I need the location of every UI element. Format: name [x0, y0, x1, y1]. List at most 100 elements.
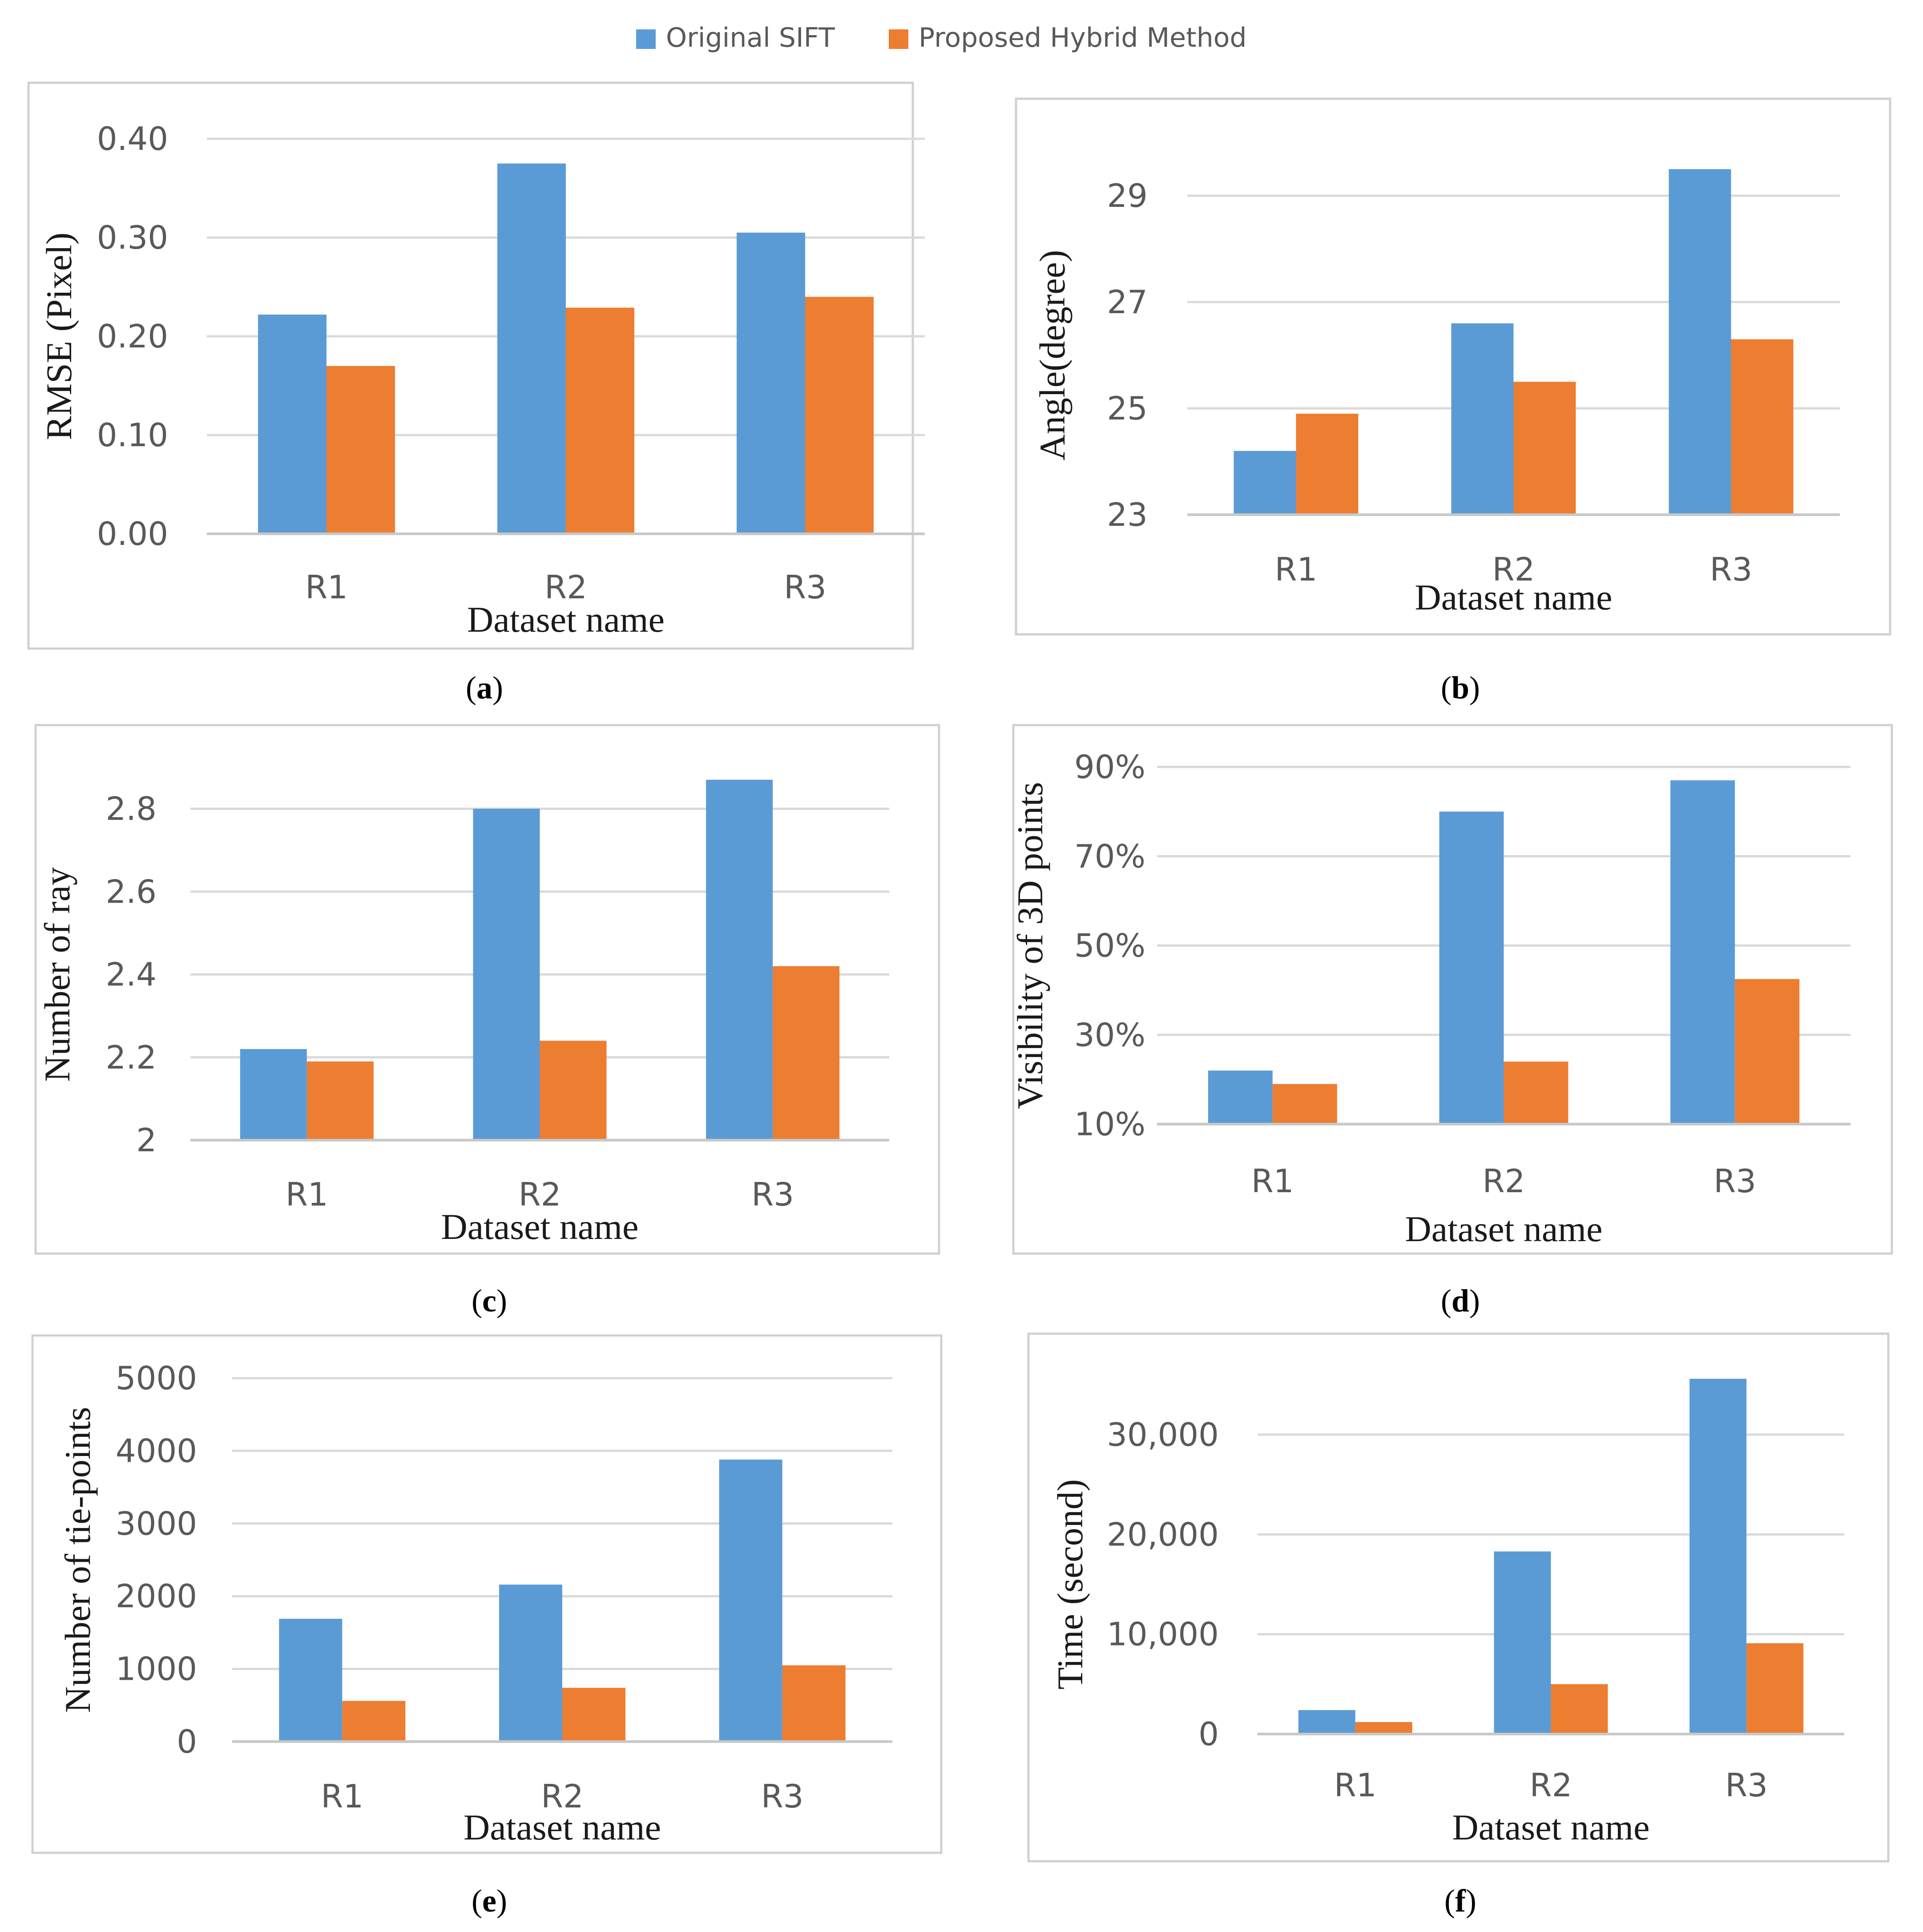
bar	[1670, 780, 1735, 1124]
legend-label: Original SIFT	[666, 22, 835, 53]
x-tick-label: R3	[761, 1778, 804, 1815]
panel-caption: (c)	[472, 1283, 507, 1319]
caption-letter: c	[482, 1283, 496, 1319]
bar	[1669, 169, 1731, 515]
bar	[1296, 413, 1359, 515]
x-tick-label: R2	[519, 1176, 561, 1213]
legend-swatch	[636, 29, 656, 49]
legend-label: Proposed Hybrid Method	[919, 22, 1247, 53]
y-tick-label: 90%	[1074, 748, 1145, 786]
y-tick-label: 0	[177, 1723, 197, 1760]
bar	[540, 1041, 607, 1140]
panel-caption: (b)	[1441, 670, 1480, 706]
x-axis-title: Dataset name	[1452, 1807, 1650, 1847]
x-axis-title: Dataset name	[467, 599, 665, 640]
chart-panel-b: 23 25 27 29 R1 R2 R3 Dataset name Angle(degree) (…	[1015, 97, 1891, 706]
y-tick-label: 50%	[1074, 927, 1145, 964]
y-axis-title: Visibility of 3D points	[1010, 782, 1050, 1109]
chart-panels: 0.00 0.10 0.20 0.30 0.40 R1 R2 R3 Dataset name RM…	[27, 81, 1893, 1919]
caption-letter: f	[1455, 1883, 1466, 1919]
x-tick-label: R3	[1710, 551, 1753, 588]
bar	[473, 809, 540, 1140]
y-tick-label: 30,000	[1107, 1416, 1219, 1453]
caption-letter: b	[1451, 670, 1469, 706]
y-tick-label: 0.20	[97, 318, 168, 355]
y-axis-title: Number of tie-points	[57, 1407, 98, 1713]
chart-panel-a: 0.00 0.10 0.20 0.30 0.40 R1 R2 R3 Dataset name RM…	[27, 81, 925, 706]
bar	[706, 779, 773, 1140]
y-tick-label: 2.8	[105, 790, 157, 827]
y-tick-label: 2	[136, 1121, 157, 1159]
bar	[1494, 1551, 1551, 1734]
y-tick-label: 5000	[116, 1359, 197, 1397]
bar	[1513, 382, 1576, 515]
y-axis-title: Number of ray	[37, 867, 77, 1082]
bar	[499, 1585, 562, 1742]
x-tick-label: R2	[1530, 1767, 1572, 1804]
y-tick-label: 20,000	[1107, 1516, 1219, 1553]
y-tick-label: 0.10	[97, 416, 168, 454]
y-tick-label: 23	[1107, 496, 1148, 533]
y-tick-label: 29	[1107, 177, 1148, 214]
bar	[1234, 451, 1296, 515]
bar	[497, 163, 566, 534]
y-tick-label: 0.40	[97, 120, 168, 157]
x-axis-title: Dataset name	[441, 1206, 639, 1247]
y-tick-label: 27	[1107, 283, 1148, 321]
x-tick-label: R1	[1275, 551, 1318, 588]
y-tick-label: 25	[1107, 390, 1148, 427]
y-tick-label: 4000	[116, 1432, 197, 1469]
bar	[737, 232, 805, 534]
y-axis-title: Time (second)	[1050, 1479, 1090, 1690]
y-tick-label: 0.00	[97, 515, 168, 553]
y-tick-label: 70%	[1074, 838, 1145, 875]
x-tick-label: R3	[1713, 1162, 1756, 1200]
y-tick-label: 10%	[1074, 1105, 1145, 1143]
y-tick-label: 1000	[116, 1650, 197, 1688]
bar	[1355, 1722, 1412, 1734]
chart-frame	[31, 1334, 943, 1854]
bar	[1731, 339, 1794, 515]
panel-caption: (d)	[1441, 1283, 1480, 1319]
x-tick-label: R3	[784, 569, 826, 606]
legend-swatch	[889, 29, 908, 49]
y-tick-label: 10,000	[1107, 1616, 1219, 1653]
chart-panel-c: 2 2.2 2.4 2.6 2.8 R1 R2 R3 Dataset name Number of…	[34, 724, 940, 1319]
y-tick-label: 2000	[116, 1577, 197, 1615]
x-tick-label: R2	[544, 569, 587, 606]
bar	[342, 1701, 406, 1742]
bar	[1439, 811, 1504, 1124]
x-tick-label: R1	[1251, 1162, 1294, 1200]
bar	[1504, 1061, 1568, 1124]
x-tick-label: R1	[305, 569, 348, 606]
y-axis-title: Angle(degree)	[1032, 250, 1072, 461]
x-tick-label: R2	[541, 1778, 584, 1815]
x-tick-label: R1	[321, 1778, 363, 1815]
bar	[306, 1061, 374, 1140]
y-axis-title: RMSE (Pixel)	[39, 233, 79, 440]
panel-caption: (a)	[466, 670, 503, 706]
panel-caption: (f)	[1444, 1883, 1476, 1919]
x-tick-label: R2	[1492, 551, 1535, 588]
chart-panel-d: 10% 30% 50% 70% 90% R1 R2 R3 Dataset name Visibil…	[1010, 724, 1893, 1319]
y-tick-label: 30%	[1074, 1016, 1145, 1053]
bar	[240, 1049, 307, 1140]
legend: Original SIFT Proposed Hybrid Method	[636, 22, 1247, 53]
x-tick-label: R3	[751, 1176, 794, 1213]
y-tick-label: 2.4	[105, 956, 157, 993]
y-tick-label: 2.6	[105, 873, 157, 910]
legend-item: Proposed Hybrid Method	[889, 22, 1247, 53]
x-tick-label: R3	[1725, 1767, 1768, 1804]
x-axis-title: Dataset name	[1405, 1209, 1603, 1249]
bar	[562, 1688, 625, 1742]
bar	[1272, 1084, 1337, 1124]
bar	[1689, 1379, 1747, 1734]
bar	[258, 315, 327, 534]
x-axis-title: Dataset name	[464, 1807, 661, 1847]
y-tick-label: 0	[1198, 1715, 1219, 1753]
bar	[327, 366, 395, 534]
bar	[1208, 1070, 1273, 1124]
x-tick-label: R2	[1483, 1162, 1525, 1200]
x-tick-label: R1	[286, 1176, 328, 1213]
